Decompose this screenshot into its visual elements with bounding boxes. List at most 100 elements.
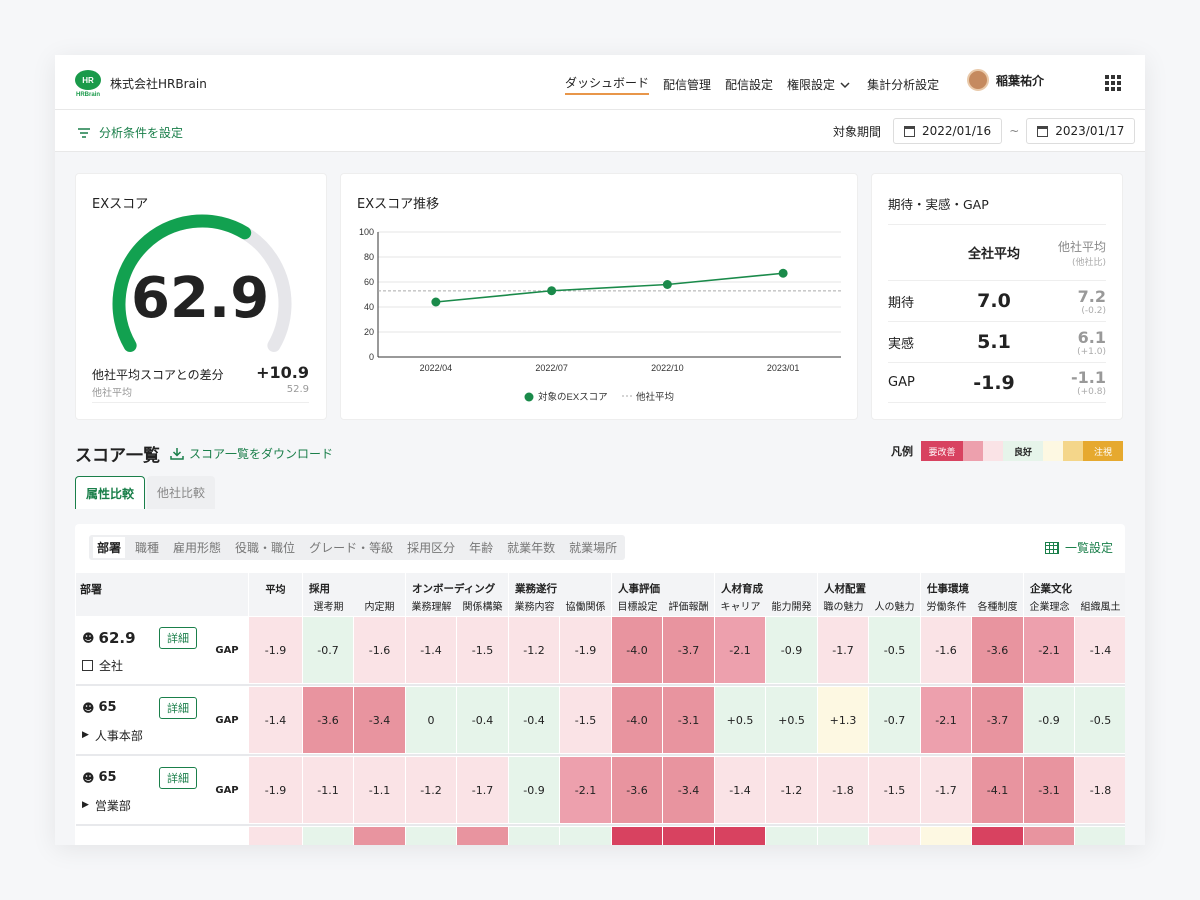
chart-title: EXスコア推移 [357,197,440,212]
ex-score-value: 62.9 [131,266,270,331]
period-label: 対象期間 [833,124,882,139]
legend-watch: 注視 [1083,441,1123,461]
score-cell: -3.7 [662,616,716,684]
chip-location[interactable]: 就業場所 [569,541,618,555]
score-cell: 0 [405,686,457,754]
score-cell [1074,826,1125,845]
score-cell: -0.4 [508,686,561,754]
detail-button[interactable]: 詳細 [159,696,197,719]
col-group: オンボーディング 業務理解 関係構築 [404,572,510,617]
chip-age[interactable]: 年齢 [469,541,494,555]
score-cell: -1.6 [920,616,973,684]
x-tick-label: 2022/10 [651,363,684,373]
table-settings-label: 一覧設定 [1064,541,1113,555]
gauge-fill [112,214,252,352]
gap-table: 全社平均 他社平均 (他社比) 期待 7.0 7.2 (-0.2) 実感 5.1 6… [888,224,1106,403]
top-bar: HR HRBrain 株式会社HRBrain ダッシュボード 配信管理 配信設定… [55,55,1145,110]
tab-other-company-comparison[interactable]: 他社比較 [147,476,216,509]
score-cell: -1.8 [1074,756,1125,824]
chip-department[interactable]: 部署 [93,537,126,558]
group-name: 業務遂行 [515,583,558,595]
gap-card-title: 期待・実感・GAP [888,197,989,212]
col-group: 人材育成 キャリア 能力開発 [714,572,819,617]
gap-card: 期待・実感・GAP 全社平均 他社平均 (他社比) 期待 7.0 7.2 (-0.2… [871,173,1123,420]
date-from-field[interactable]: 2022/01/16 [893,118,1003,144]
sub-col: 選考期 [313,602,344,613]
score-cell: -1.4 [405,616,457,684]
detail-button[interactable]: 詳細 [159,766,197,789]
chip-years[interactable]: 就業年数 [507,541,556,555]
download-link[interactable]: スコア一覧をダウンロード [170,445,333,462]
x-tick-label: 2023/01 [767,363,800,373]
nav-permission-settings[interactable]: 権限設定 [787,78,836,92]
nav-dashboard[interactable]: ダッシュボード [565,74,650,95]
detail-button[interactable]: 詳細 [159,626,197,649]
sub-col: 人の魅力 [874,602,915,613]
row-diff: (+1.0) [1077,346,1106,357]
user-name: 稲葉祐介 [996,73,1045,88]
nav-analysis-settings[interactable]: 集計分析設定 [867,78,940,92]
date-to-field[interactable]: 2023/01/17 [1026,118,1136,144]
y-tick-label: 0 [369,352,374,362]
filter-label: 分析条件を設定 [99,126,184,140]
score-cell: -1.9 [559,616,613,684]
avatar [967,69,989,91]
col-other-sub: (他社比) [1071,257,1106,268]
building-icon [82,659,93,671]
score-cell: -3.4 [662,756,716,824]
group-name: 採用 [309,583,330,595]
score-table: 部署 平均 採用 選考期 内定期 オンボーディング 業務理解 関係構築 業務遂行 業務内容… [75,572,1125,845]
chip-employment-type[interactable]: 雇用形態 [173,541,222,555]
col-group: 業務遂行 業務内容 協働関係 [508,572,613,617]
score-cell: -1.2 [508,616,561,684]
face-icon: ☻ [82,770,95,785]
row-score: 62.9 [98,628,136,647]
score-cell [508,826,561,845]
avg-value: 52.9 [286,384,309,395]
col-company-avg: 全社平均 [967,247,1020,262]
data-point [778,268,788,278]
chip-position[interactable]: 役職・職位 [235,541,296,555]
nav-delivery-management[interactable]: 配信管理 [663,78,712,92]
sub-col: 業務内容 [514,602,555,613]
sub-col: 関係構築 [462,602,503,613]
color-legend: 凡例 要改善 良好 注視 [891,441,1123,461]
chip-job-type[interactable]: 職種 [135,541,160,555]
chip-grade[interactable]: グレード・等級 [309,541,394,555]
score-cell [611,826,664,845]
score-cell [559,826,613,845]
y-tick-label: 60 [364,277,374,287]
col-average: 平均 [248,572,303,617]
score-cell: -0.4 [455,686,510,754]
expand-icon[interactable]: ▶ [82,730,89,740]
chevron-down-icon[interactable] [839,79,851,91]
score-cell: -0.9 [508,756,561,824]
col-group: 仕事環境 労働条件 各種制度 [920,572,1025,617]
sub-col: キャリア [720,602,761,613]
score-cell: -1.1 [302,756,354,824]
user-menu[interactable]: 稲葉祐介 [967,69,1044,91]
score-cell: -3.1 [1023,756,1076,824]
expand-icon[interactable]: ▶ [82,800,89,810]
chip-hiring-type[interactable]: 採用区分 [407,541,456,555]
table-settings-button[interactable]: 一覧設定 [1044,539,1113,556]
nav-delivery-settings[interactable]: 配信設定 [725,78,774,92]
tab-attribute-comparison[interactable]: 属性比較 [75,476,146,509]
table-row: ☻ 65 詳細 ▶ 人事本部 GAP -1.4 -3.6 -3.4 0 -0.4 -0.4 -1.5 -4… [75,686,1125,754]
y-tick-label: 40 [364,302,374,312]
ex-score-card: EXスコア 62.9 他社平均スコアとの差分 他社平均 +10.9 52.9 [75,173,327,420]
gap-label-cell: GAP [205,616,249,684]
app-grid-icon[interactable] [1105,75,1121,91]
legend-reference-label: 他社平均 [636,391,674,403]
score-cell: +0.5 [714,686,767,754]
legend-improve: 要改善 [921,441,963,461]
score-cell: -2.1 [714,616,767,684]
score-cell: -0.5 [868,616,922,684]
score-cell: -1.4 [1074,616,1125,684]
diff-label: 他社平均スコアとの差分 [92,368,224,382]
legend-label: 凡例 [891,445,913,458]
score-cell: -4.0 [611,686,664,754]
hrbrain-logo[interactable]: HR HRBrain [74,69,102,97]
analysis-filter-button[interactable]: 分析条件を設定 [77,124,183,141]
score-cell: -4.1 [971,756,1025,824]
